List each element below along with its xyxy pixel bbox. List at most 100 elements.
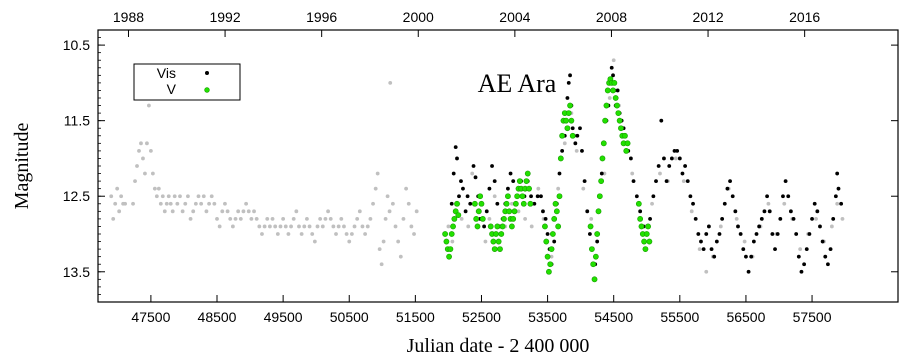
v-point [596,193,603,200]
archival-point [286,232,291,236]
archival-point [246,209,251,214]
archival-point [466,224,471,229]
vis-point [492,179,497,184]
v-point [610,87,616,94]
archival-point [377,247,382,252]
archival-point [123,201,128,206]
archival-point [331,224,336,229]
top-year-label: 1988 [113,9,144,25]
archival-point [549,254,554,259]
v-point [587,223,594,230]
v-point [506,208,513,215]
vis-point [672,148,677,153]
v-point [508,223,515,230]
v-point [559,132,566,139]
y-axis-label: Magnitude [11,123,33,210]
v-point [637,215,644,222]
archival-point [109,194,114,199]
archival-point [186,194,190,199]
v-point [567,102,573,109]
archival-point [241,209,246,214]
v-point [598,178,605,185]
vis-point [648,216,652,221]
archival-point [305,216,309,221]
v-point [454,200,460,207]
vis-point [487,186,492,191]
vis-point [680,171,685,176]
vis-point [463,209,468,214]
vis-point [667,164,672,168]
vis-point [767,209,772,214]
v-point [602,117,609,124]
archival-point [360,224,365,229]
v-point [498,231,505,237]
archival-point [718,224,723,229]
vis-point [582,179,587,184]
archival-point [191,209,196,214]
vis-point [568,73,572,78]
v-point [477,193,484,200]
archival-point [406,201,411,206]
archival-point [233,216,238,221]
archival-point [204,209,209,214]
vis-point [815,209,820,214]
vis-point [707,224,711,229]
archival-point [145,141,149,146]
v-point [503,200,510,207]
archival-point [487,216,492,221]
archival-point [299,232,304,236]
archival-point [355,216,360,221]
archival-point [404,186,408,191]
archival-point [334,232,338,236]
vis-point [457,194,461,199]
vis-point [631,179,636,184]
top-year-label: 2008 [596,9,627,25]
archival-point [225,209,230,214]
archival-point [201,194,206,199]
archival-point [734,216,739,221]
archival-point [207,201,211,206]
archival-point [658,171,662,176]
archival-point [742,239,747,244]
x-tick-label: 54500 [594,309,633,325]
vis-point [826,262,830,267]
vis-point [778,216,783,221]
archival-point [336,224,341,229]
vis-point [511,179,516,184]
vis-point [468,201,473,206]
archival-point [228,216,233,221]
v-point [519,193,526,200]
archival-point [152,186,157,191]
y-axis-ticks: 10.5 11.5 12.5 13.5 [63,37,898,295]
vis-point [473,175,478,180]
archival-point [459,216,464,221]
v-point [618,125,624,132]
legend-box [133,63,241,101]
archival-point [257,224,262,229]
archival-point [223,201,227,206]
vis-point [471,164,476,168]
archival-point [133,179,137,184]
v-point [451,215,458,222]
vis-point [634,194,639,199]
vis-point [831,216,836,221]
vis-point [839,201,844,206]
archival-point [254,216,259,221]
archival-point [117,209,122,214]
archival-point [168,201,173,206]
v-point [516,178,523,185]
vis-point [812,201,817,206]
v-point [505,193,511,200]
vis-point [696,232,701,236]
archival-point [390,201,395,206]
vis-point [833,194,838,199]
archival-point [310,232,315,236]
vis-point [765,194,769,199]
vis-point [810,216,814,221]
vis-point [762,209,767,214]
archival-point [283,224,288,229]
archival-point [150,171,155,176]
top-year-label: 2016 [789,9,820,25]
archival-point [352,224,357,229]
